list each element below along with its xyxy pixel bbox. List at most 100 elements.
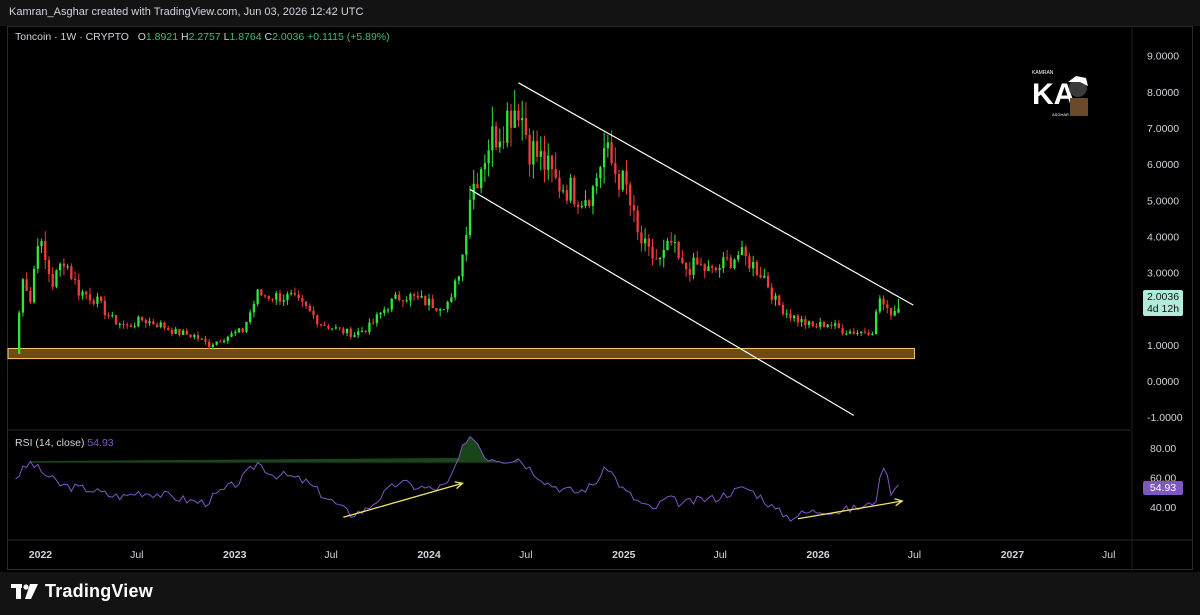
candle-body bbox=[148, 321, 151, 324]
candle-body bbox=[651, 246, 654, 259]
candle-body bbox=[830, 324, 833, 326]
candle-body bbox=[267, 295, 270, 299]
candle-body bbox=[237, 328, 241, 333]
last-price: 2.0036 bbox=[1146, 291, 1180, 303]
candle-body bbox=[718, 268, 721, 270]
candle-body bbox=[729, 257, 732, 269]
candle-body bbox=[442, 309, 446, 311]
candle-body bbox=[189, 334, 192, 338]
candle-body bbox=[174, 328, 177, 334]
candle-body bbox=[282, 300, 285, 302]
candle-body bbox=[297, 294, 300, 298]
candle-body bbox=[539, 151, 542, 157]
candle-body bbox=[785, 313, 788, 315]
candle-body bbox=[688, 269, 691, 275]
candle-body bbox=[368, 322, 371, 333]
candle-body bbox=[841, 328, 844, 334]
candle-body bbox=[602, 148, 606, 168]
candle-body bbox=[88, 294, 92, 301]
time-tick-label: Jul bbox=[713, 549, 726, 561]
candle-body bbox=[711, 266, 714, 268]
candle-body bbox=[275, 293, 278, 300]
channel-upper-line bbox=[518, 82, 914, 306]
candle-body bbox=[73, 278, 77, 280]
candle-body bbox=[804, 319, 807, 325]
rsi-label[interactable]: RSI (14, close) bbox=[15, 437, 85, 449]
candle-body bbox=[96, 296, 99, 304]
price-tick-label: 9.0000 bbox=[1147, 51, 1179, 63]
candle-body bbox=[383, 309, 386, 313]
symbol-label[interactable]: Toncoin · 1W · CRYPTO bbox=[15, 31, 129, 43]
candle-body bbox=[714, 267, 718, 270]
candle-body bbox=[725, 257, 729, 259]
candle-body bbox=[748, 256, 751, 269]
candle-body bbox=[483, 163, 487, 170]
tradingview-logo-icon bbox=[11, 582, 39, 600]
candle-body bbox=[92, 300, 95, 304]
candle-body bbox=[25, 279, 28, 291]
candle-body bbox=[32, 268, 36, 303]
divergence-arrow-head bbox=[894, 498, 904, 507]
candle-body bbox=[286, 293, 289, 301]
candle-body bbox=[722, 257, 725, 269]
candle-body bbox=[848, 331, 852, 334]
candle-body bbox=[752, 262, 755, 269]
candle-body bbox=[103, 300, 107, 316]
candle-body bbox=[491, 126, 494, 151]
time-tick-label: Jul bbox=[130, 549, 143, 561]
candle-body bbox=[21, 279, 25, 313]
candle-body bbox=[521, 118, 524, 121]
close-value: 2.0036 bbox=[272, 31, 305, 43]
candle-body bbox=[513, 110, 516, 128]
candle-body bbox=[375, 314, 379, 323]
rsi-tick-label: 80.00 bbox=[1150, 443, 1176, 455]
candle-body bbox=[871, 333, 874, 335]
candle-body bbox=[584, 200, 587, 206]
candle-body bbox=[178, 328, 181, 335]
candle-body bbox=[707, 266, 710, 271]
candle-body bbox=[826, 324, 829, 328]
candle-body bbox=[122, 323, 125, 325]
candle-body bbox=[390, 298, 393, 310]
candle-body bbox=[137, 316, 140, 327]
candle-body bbox=[647, 238, 650, 247]
candle-body bbox=[114, 315, 118, 325]
chart-frame[interactable] bbox=[7, 26, 1193, 570]
candle-body bbox=[800, 319, 803, 323]
candle-body bbox=[569, 177, 572, 201]
candle-body bbox=[781, 304, 785, 315]
last-price-tag: 2.0036 4d 12h bbox=[1143, 290, 1183, 316]
candle-body bbox=[554, 169, 557, 178]
channel-lower-line bbox=[469, 188, 855, 416]
candle-body bbox=[278, 293, 282, 302]
time-tick-label: Jul bbox=[908, 549, 921, 561]
candle-body bbox=[811, 321, 814, 326]
candle-body bbox=[401, 300, 405, 302]
candle-body bbox=[193, 335, 196, 338]
candle-body bbox=[796, 315, 800, 323]
candle-body bbox=[837, 323, 841, 329]
candle-body bbox=[599, 167, 602, 179]
candle-body bbox=[670, 240, 673, 243]
candle-body bbox=[886, 304, 889, 308]
candle-body bbox=[897, 308, 900, 313]
candle-body bbox=[561, 190, 565, 192]
candle-body bbox=[465, 235, 468, 255]
candle-body bbox=[77, 279, 80, 296]
candle-body bbox=[319, 324, 323, 326]
candle-body bbox=[334, 327, 338, 329]
candle-body bbox=[308, 305, 311, 311]
candle-body bbox=[47, 260, 51, 275]
candle-body bbox=[860, 331, 863, 333]
attribution-bar: Kamran_Asghar created with TradingView.c… bbox=[0, 0, 1200, 26]
candle-body bbox=[70, 266, 73, 279]
candle-body bbox=[51, 274, 54, 287]
candle-body bbox=[170, 329, 174, 334]
candle-body bbox=[412, 294, 416, 296]
candle-body bbox=[681, 257, 684, 264]
candle-body bbox=[62, 263, 66, 267]
tradingview-brand[interactable]: TradingView bbox=[11, 579, 153, 603]
candle-body bbox=[576, 204, 580, 208]
candle-body bbox=[856, 332, 859, 334]
